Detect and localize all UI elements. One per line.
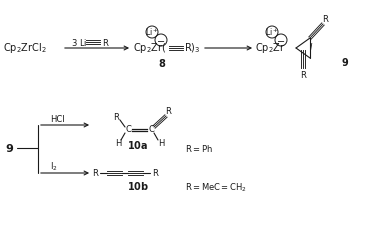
Text: I: I — [310, 44, 312, 52]
Text: R: R — [300, 71, 306, 79]
Text: $\mathsf{I_2}$: $\mathsf{I_2}$ — [50, 161, 58, 173]
Text: C: C — [148, 125, 154, 134]
Text: $\mathsf{R = MeC=CH_2}$: $\mathsf{R = MeC=CH_2}$ — [185, 182, 247, 194]
Text: R: R — [322, 14, 328, 24]
Text: $\mathbf{9}$: $\mathbf{9}$ — [5, 142, 14, 154]
Text: $\mathsf{Li^+}$: $\mathsf{Li^+}$ — [265, 26, 279, 38]
Text: $\mathsf{Cp_2ZrCl_2}$: $\mathsf{Cp_2ZrCl_2}$ — [3, 41, 47, 55]
Text: $\mathbf{10a}$: $\mathbf{10a}$ — [127, 139, 149, 151]
Text: H: H — [158, 139, 164, 147]
Text: $\mathbf{10b}$: $\mathbf{10b}$ — [127, 180, 149, 192]
Text: H: H — [115, 139, 121, 147]
Text: $\mathsf{R)_3}$: $\mathsf{R)_3}$ — [184, 41, 200, 55]
Text: R: R — [92, 169, 98, 177]
Text: $\mathsf{R}$: $\mathsf{R}$ — [102, 36, 110, 47]
Text: R: R — [152, 169, 158, 177]
Text: $\mathsf{R = Ph}$: $\mathsf{R = Ph}$ — [185, 142, 213, 153]
Text: C: C — [125, 125, 131, 134]
Text: $\mathsf{Cp_2Zr}$: $\mathsf{Cp_2Zr}$ — [255, 41, 285, 55]
Text: $\mathbf{9}$: $\mathbf{9}$ — [341, 56, 349, 68]
Text: $\mathsf{-}$: $\mathsf{-}$ — [276, 35, 285, 45]
Text: $\mathsf{Li^+}$: $\mathsf{Li^+}$ — [145, 26, 159, 38]
Text: $\mathsf{-}$: $\mathsf{-}$ — [157, 35, 166, 45]
Text: HCl: HCl — [50, 114, 65, 123]
Text: $\mathsf{3\ Li}$: $\mathsf{3\ Li}$ — [71, 36, 87, 47]
Text: $\mathsf{Cp_2Zr(}$: $\mathsf{Cp_2Zr(}$ — [133, 41, 166, 55]
Text: $\mathbf{8}$: $\mathbf{8}$ — [158, 57, 166, 69]
Text: R: R — [165, 107, 171, 117]
Text: R: R — [113, 112, 119, 122]
